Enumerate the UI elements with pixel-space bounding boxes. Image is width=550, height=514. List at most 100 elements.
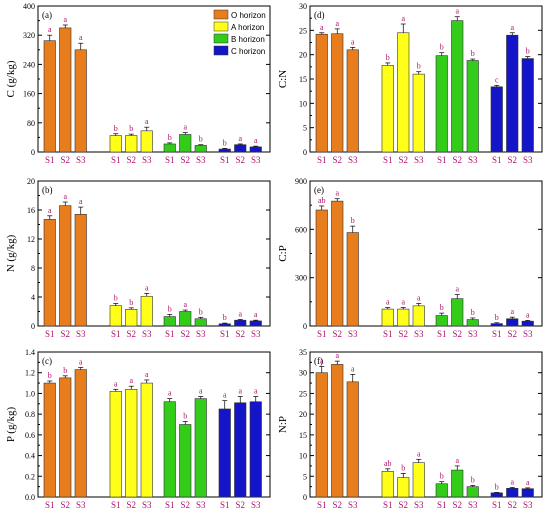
significance-label: b <box>471 308 475 317</box>
bar <box>109 391 122 498</box>
bar <box>521 58 534 153</box>
significance-label: a <box>79 197 83 206</box>
significance-label: a <box>351 364 355 373</box>
x-category-label: S2 <box>452 500 462 510</box>
significance-label: a <box>238 387 242 396</box>
x-category-label: S3 <box>76 155 86 165</box>
legend-label: B horizon <box>231 35 265 44</box>
x-category-label: S2 <box>126 329 136 339</box>
panel-label: (e) <box>314 185 324 195</box>
x-category-label: S2 <box>60 329 70 339</box>
bar <box>490 323 503 327</box>
bar <box>331 364 344 498</box>
significance-label: a <box>168 389 172 398</box>
significance-label: b <box>48 371 52 380</box>
bar <box>412 73 425 153</box>
x-category-label: S2 <box>180 500 190 510</box>
significance-label: b <box>471 49 475 58</box>
x-category-label: S2 <box>332 155 342 165</box>
x-category-label: S3 <box>196 500 206 510</box>
legend-label: C horizon <box>231 47 265 56</box>
x-category-label: S3 <box>348 329 358 339</box>
y-tick-label: 300 <box>295 274 307 283</box>
x-category-label: S3 <box>414 329 424 339</box>
x-category-label: S2 <box>452 329 462 339</box>
significance-label: b <box>440 43 444 52</box>
x-category-label: S3 <box>142 155 152 165</box>
panel-label: (b) <box>42 185 53 195</box>
x-category-label: S3 <box>523 500 533 510</box>
y-tick-label: 0 <box>31 322 35 331</box>
y-tick-label: 4 <box>31 293 35 302</box>
legend-swatch <box>213 21 229 32</box>
bar <box>521 320 534 327</box>
significance-label: a <box>510 307 514 316</box>
bar <box>506 34 519 153</box>
x-category-label: S1 <box>383 329 393 339</box>
bar <box>43 382 56 498</box>
significance-label: a <box>145 117 149 126</box>
significance-label: a <box>114 379 118 388</box>
significance-label: a <box>320 23 324 32</box>
chart-panel-4: 0 5 10 15 20 25 30 (d) C:N a S1 a S2 a S3 b S1 a S2 b S3 b S1 a… <box>277 2 543 165</box>
significance-label: a <box>526 478 530 487</box>
y-axis-label: N (g/kg) <box>5 234 17 272</box>
y-axis-label: N:P <box>277 416 289 433</box>
significance-label: b <box>168 133 172 142</box>
y-tick-label: 1.4 <box>25 348 35 357</box>
significance-label: a <box>526 310 530 319</box>
y-tick-label: 600 <box>295 225 307 234</box>
bar <box>381 471 394 498</box>
x-category-label: S1 <box>317 329 327 339</box>
x-category-label: S2 <box>126 500 136 510</box>
significance-label: a <box>417 293 421 302</box>
bar <box>59 205 72 327</box>
panel-label: (a) <box>42 10 52 20</box>
bar <box>140 382 153 498</box>
bar <box>179 134 192 153</box>
bar <box>397 308 410 327</box>
significance-label: b <box>129 298 133 307</box>
y-axis-label: C:N <box>277 70 289 88</box>
bar <box>249 320 262 327</box>
bar <box>381 308 394 327</box>
bar <box>140 130 153 153</box>
significance-label: a <box>401 14 405 23</box>
bar <box>43 219 56 327</box>
y-tick-label: 400 <box>23 2 35 11</box>
bar <box>218 408 231 498</box>
significance-label: a <box>335 351 339 360</box>
x-category-label: S2 <box>180 155 190 165</box>
significance-label: b <box>351 216 355 225</box>
x-category-label: S2 <box>452 155 462 165</box>
bar <box>194 398 207 498</box>
x-category-label: S2 <box>180 329 190 339</box>
x-category-label: S2 <box>398 500 408 510</box>
y-tick-label: 12 <box>27 235 35 244</box>
significance-label: a <box>386 297 390 306</box>
x-category-label: S3 <box>251 500 261 510</box>
y-tick-label: 5 <box>303 124 307 133</box>
significance-label: b <box>495 482 499 491</box>
significance-label: a <box>183 123 187 132</box>
y-tick-label: 20 <box>299 51 307 60</box>
bar <box>163 401 176 498</box>
bar <box>381 65 394 153</box>
significance-label: b <box>129 124 133 133</box>
significance-label: a <box>238 134 242 143</box>
y-tick-label: 15 <box>299 431 307 440</box>
chart-panel-6: 05101520253035(f)N:PaS1aS2aS3abS1bS2aS3b… <box>277 348 543 510</box>
bar <box>234 144 247 153</box>
bar <box>490 492 503 498</box>
plot-frame <box>309 351 543 498</box>
x-category-label: S3 <box>414 155 424 165</box>
bar <box>346 49 359 153</box>
y-tick-label: 0 <box>303 148 307 157</box>
bar <box>521 488 534 498</box>
plot-frame <box>309 180 543 327</box>
panel-label: (d) <box>314 10 325 20</box>
x-category-label: S1 <box>111 155 121 165</box>
significance-label: a <box>79 33 83 42</box>
significance-label: a <box>335 19 339 28</box>
